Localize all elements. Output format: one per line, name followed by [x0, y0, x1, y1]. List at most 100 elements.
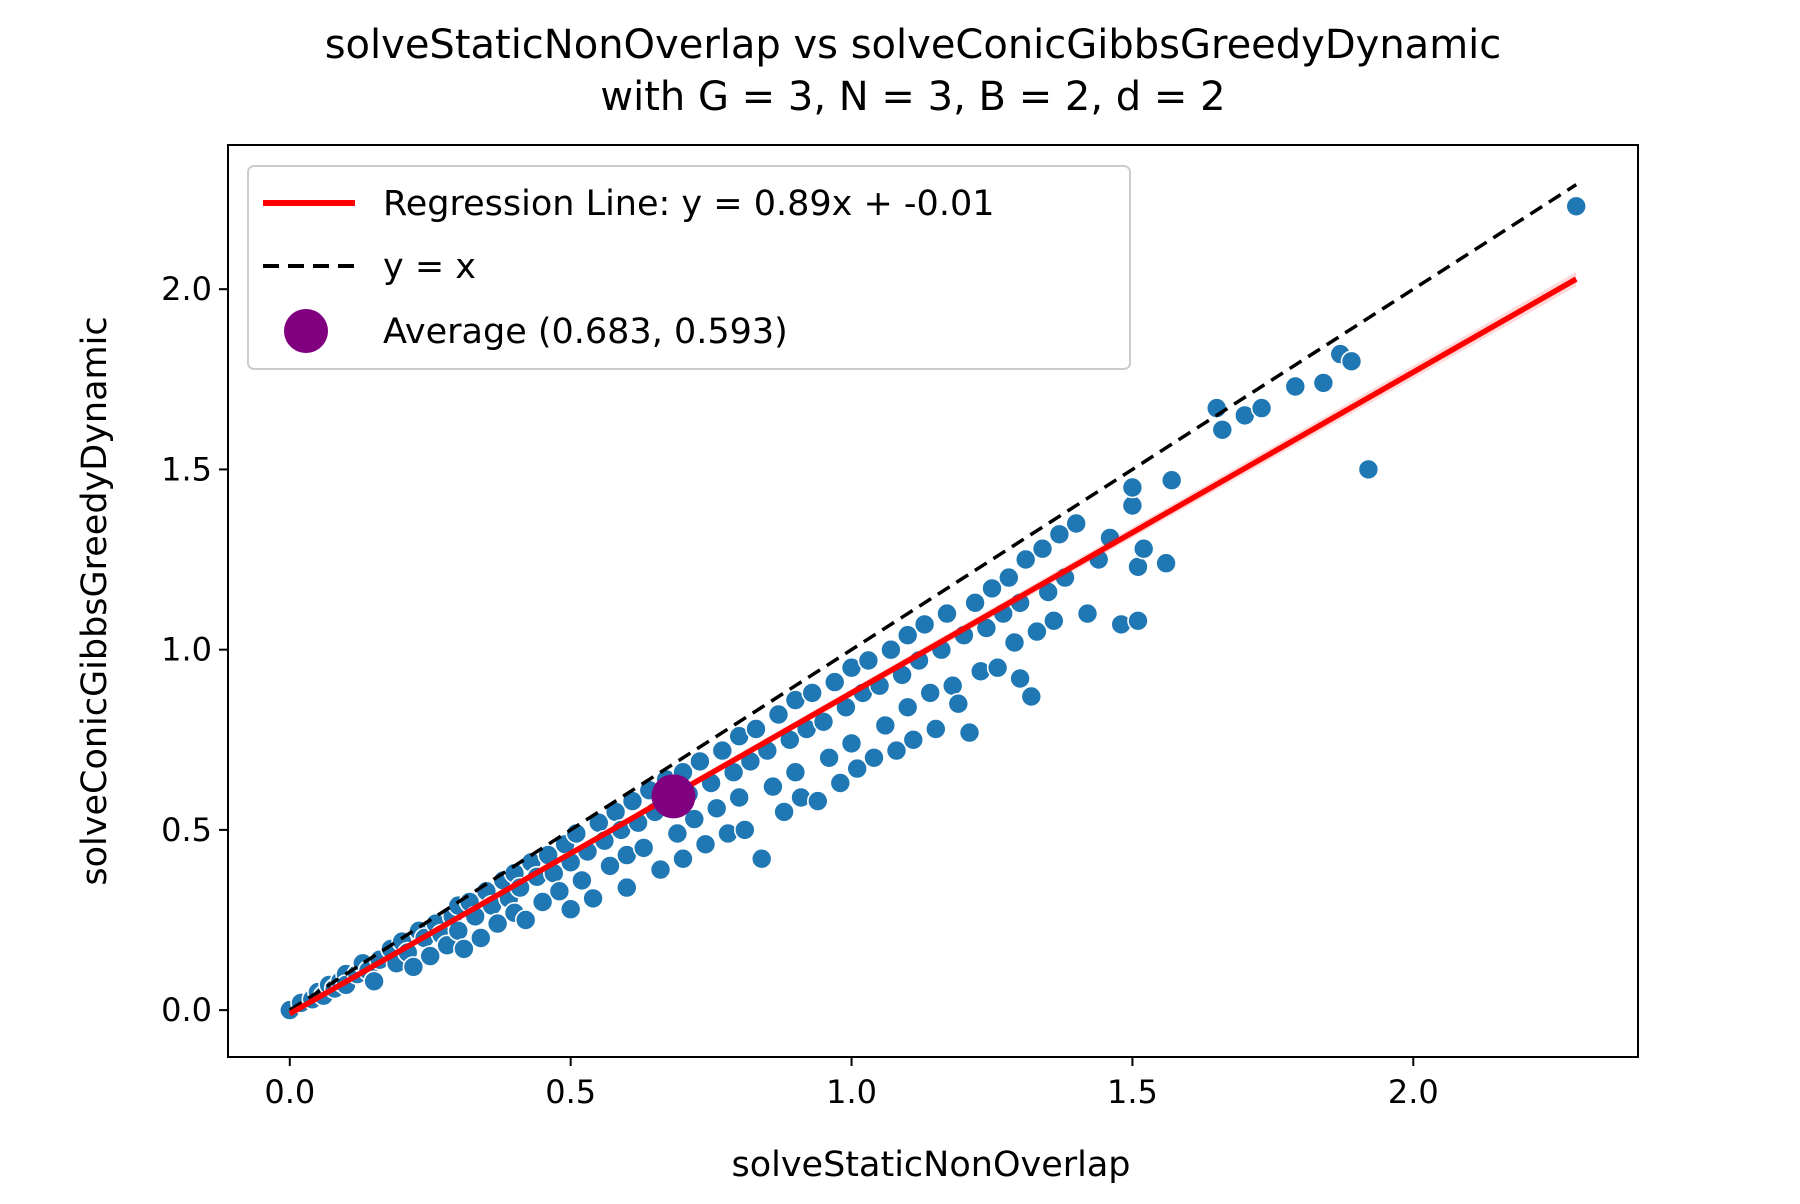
data-point — [896, 624, 919, 647]
data-point — [947, 692, 970, 715]
data-point — [1014, 548, 1037, 571]
legend-identity-label: y = x — [383, 247, 476, 287]
data-point — [840, 732, 863, 755]
data-point — [514, 909, 537, 931]
identity-line — [288, 183, 1578, 1012]
y-tick-label: 1.5 — [161, 450, 212, 488]
axes-frame — [227, 144, 1639, 1058]
data-point — [1160, 469, 1183, 492]
data-point — [958, 721, 981, 744]
data-point — [531, 891, 554, 913]
data-point — [1132, 537, 1155, 560]
y-tick-label: 1.0 — [161, 631, 212, 669]
data-point — [981, 577, 1003, 600]
data-point — [582, 887, 604, 910]
data-point — [1043, 609, 1065, 632]
data-point — [1127, 609, 1149, 632]
legend-regression-label: Regression Line: y = 0.89x + -0.01 — [383, 184, 995, 224]
data-point — [986, 656, 1009, 679]
data-point — [1065, 512, 1087, 535]
data-point — [829, 772, 852, 794]
data-point — [857, 649, 880, 672]
data-point — [919, 682, 942, 704]
data-point — [818, 746, 840, 769]
data-point — [745, 718, 767, 740]
data-point — [649, 858, 672, 881]
regression-line — [288, 276, 1578, 1017]
data-point — [846, 757, 869, 780]
data-point — [1048, 523, 1071, 546]
data-point — [559, 898, 582, 921]
data-point — [548, 880, 571, 903]
data-point — [711, 739, 734, 762]
chart-subtitle: with G = 3, N = 3, B = 2, d = 2 — [600, 74, 1225, 120]
data-point — [1155, 552, 1177, 575]
y-tick-label: 0.0 — [161, 991, 212, 1029]
legend-average-swatch — [284, 309, 328, 353]
chart-title: solveStaticNonOverlap vs solveConicGibbs… — [325, 22, 1502, 68]
data-point — [1565, 195, 1587, 218]
data-point — [941, 674, 964, 697]
data-point — [773, 801, 795, 823]
data-point — [419, 945, 442, 967]
plot-content — [278, 183, 1587, 1021]
data-point — [599, 855, 621, 877]
data-point — [683, 808, 706, 830]
data-point — [1031, 537, 1054, 560]
data-point — [571, 869, 593, 892]
data-point — [1127, 555, 1149, 578]
data-point — [1026, 620, 1048, 643]
data-point — [402, 956, 425, 978]
data-point — [767, 703, 790, 726]
plot-area — [278, 183, 1587, 1021]
data-point — [733, 819, 756, 841]
data-point — [615, 876, 638, 899]
x-tick-label: 0.0 — [264, 1073, 315, 1111]
data-point — [880, 638, 902, 661]
x-tick-label: 0.5 — [545, 1073, 596, 1111]
data-point — [1076, 602, 1099, 625]
data-point — [666, 822, 689, 845]
x-tick-label: 1.0 — [826, 1073, 877, 1111]
data-point — [1312, 372, 1335, 394]
average-marker — [651, 774, 696, 819]
legend: Regression Line: y = 0.89x + -0.01 y = x… — [247, 165, 1131, 370]
data-point — [469, 927, 492, 949]
data-point — [486, 912, 509, 935]
data-point — [1284, 375, 1307, 398]
data-point — [689, 750, 711, 773]
data-point — [1250, 397, 1273, 419]
data-point — [705, 797, 728, 820]
data-point — [801, 682, 824, 704]
data-point — [1003, 631, 1026, 654]
data-point — [1357, 458, 1380, 481]
data-point — [363, 970, 385, 993]
x-tick-label: 2.0 — [1388, 1073, 1439, 1111]
data-point — [762, 775, 784, 798]
data-point — [924, 718, 947, 740]
data-point — [1121, 476, 1144, 499]
data-point — [694, 833, 717, 856]
data-point — [874, 714, 897, 737]
y-tick-label: 2.0 — [161, 270, 212, 308]
data-point — [672, 847, 694, 870]
data-point — [1121, 494, 1144, 517]
data-point — [1009, 667, 1031, 690]
data-point — [750, 847, 773, 870]
data-point — [885, 739, 908, 762]
data-point — [913, 613, 936, 636]
x-tick-label: 1.5 — [1107, 1073, 1158, 1111]
data-point — [964, 591, 986, 614]
legend-frame — [247, 165, 1131, 370]
legend-average-label: Average (0.683, 0.593) — [383, 312, 788, 352]
data-point — [896, 696, 919, 719]
data-point — [1340, 350, 1363, 373]
data-point — [453, 938, 475, 960]
axes: 0.0 0.5 1.0 1.5 2.0 0.0 0.5 1.0 1.5 2.0 — [161, 144, 1639, 1111]
y-tick-label: 0.5 — [161, 811, 212, 849]
data-point — [863, 746, 885, 769]
data-point — [902, 728, 925, 751]
data-point — [728, 786, 751, 809]
